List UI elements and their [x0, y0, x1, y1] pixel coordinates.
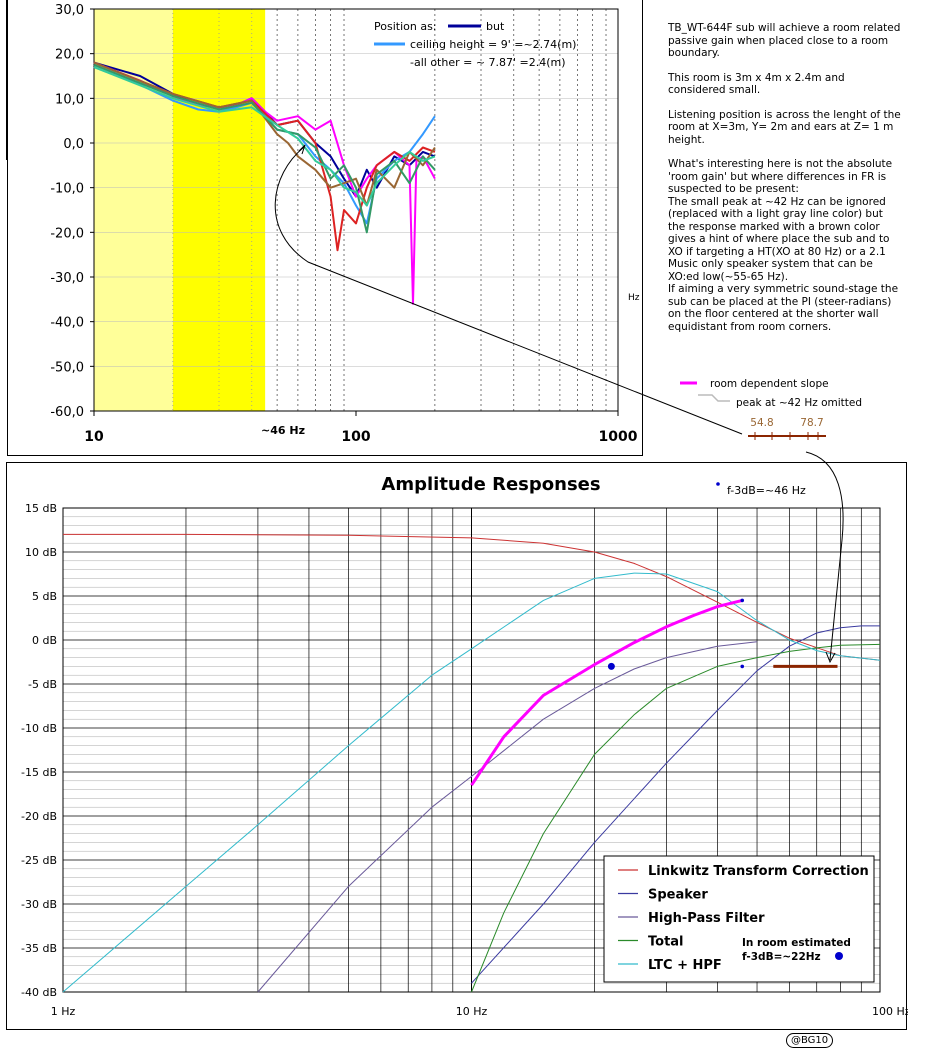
- y-tick-label: -40,0: [50, 316, 84, 331]
- legend-text: -all other = ~ 7.87' =2.4(m): [410, 56, 566, 69]
- x-tick-label: 10 Hz: [456, 1005, 488, 1018]
- legend-box: [603, 855, 875, 983]
- light-yellow-band: [94, 9, 173, 411]
- y-tick-label: 20,0: [55, 48, 84, 63]
- y-tick-label: -35 dB: [21, 942, 57, 955]
- chart-title: Amplitude Responses: [381, 474, 600, 495]
- amplitude-panel: 15 dB 10 dB 5 dB 0 dB -5 dB -10 dB -15 dB -20 d…: [6, 462, 911, 1030]
- range-high-label: 78.7: [800, 417, 823, 429]
- peak-key-label: peak at ~42 Hz omitted: [736, 397, 862, 409]
- note-text: What's interesting here is not the absol…: [668, 158, 899, 333]
- legend-text: but: [486, 20, 505, 33]
- note-text: Listening position is across the lenght …: [668, 108, 901, 146]
- note-text: This room is 3m x 4m x 2.4m and consider…: [668, 71, 845, 97]
- unit-label: Hz: [628, 293, 640, 303]
- y-tick-label: -40 dB: [21, 986, 57, 999]
- room-response-panel: 30,0 20,0 10,0 0,0 -10,0 -20,0 -30,0 -40,0 -50,0…: [7, 0, 643, 456]
- slope-key-label: room dependent slope: [710, 378, 829, 390]
- series-line: [62, 572, 881, 993]
- x-tick-label: 100: [341, 429, 370, 445]
- y-tick-label: -50,0: [50, 360, 84, 375]
- y-tick-label: 0 dB: [32, 634, 57, 647]
- room-note-text: f-3dB=~22Hz: [742, 951, 821, 963]
- f3db-label: f-3dB=~46 Hz: [727, 484, 806, 497]
- legend-text: ceiling height = 9' =~2.74(m): [410, 38, 576, 51]
- y-tick-label: 0,0: [63, 137, 84, 152]
- y-tick-label: -60,0: [50, 405, 84, 420]
- x-tick-label: 10: [84, 429, 104, 445]
- y-tick-label: -30,0: [50, 271, 84, 286]
- f3db-point: [740, 664, 745, 669]
- y-tick-label: -30 dB: [21, 898, 57, 911]
- legend-label: Total: [648, 935, 684, 950]
- room-note-text: In room estimated: [742, 937, 851, 949]
- peak-key-swatch: [698, 394, 730, 402]
- amplitude-chart: 15 dB 10 dB 5 dB 0 dB -5 dB -10 dB -15 dB -20 d…: [21, 474, 911, 1018]
- annotation-line: [470, 598, 743, 787]
- room-note-marker: [835, 952, 843, 960]
- marker-46-label: ~46 Hz: [261, 424, 305, 437]
- f3db-point: [740, 598, 745, 603]
- series-line: [63, 533, 881, 661]
- room-response-chart: 30,0 20,0 10,0 0,0 -10,0 -20,0 -30,0 -40,0 -50,0…: [50, 3, 640, 445]
- x-tick-label: 1 Hz: [51, 1005, 76, 1018]
- window-edge: [0, 0, 7, 160]
- y-tick-label: 10 dB: [25, 546, 57, 559]
- y-tick-label: -5 dB: [28, 678, 57, 691]
- f3db-marker: [716, 482, 720, 486]
- legend-text: Position as:: [374, 20, 437, 33]
- y-tick-label: 5 dB: [32, 590, 57, 603]
- legend-label: High-Pass Filter: [648, 911, 765, 926]
- signature-badge: @BG10: [786, 1033, 834, 1048]
- series-line: [257, 641, 758, 993]
- y-tick-label: -25 dB: [21, 854, 57, 867]
- y-tick-label: -10,0: [50, 182, 84, 197]
- y-tick-label: -10 dB: [21, 722, 57, 735]
- y-tick-label: -20,0: [50, 226, 84, 241]
- legend-label: Linkwitz Transform Correction: [648, 864, 869, 879]
- legend-label: LTC + HPF: [648, 958, 722, 973]
- series-line: [471, 625, 880, 984]
- y-tick-label: 30,0: [55, 3, 84, 18]
- y-tick-label: -20 dB: [21, 810, 57, 823]
- f3db-point: [607, 662, 615, 670]
- x-tick-label: 1000: [599, 429, 638, 445]
- note-text: TB_WT-644F sub will achieve a room relat…: [668, 22, 901, 59]
- y-tick-label: 15 dB: [25, 502, 57, 515]
- y-tick-label: 10,0: [55, 92, 84, 107]
- range-low-label: 54.8: [750, 417, 773, 429]
- x-tick-label: 100 Hz: [872, 1005, 908, 1018]
- legend-label: Speaker: [648, 888, 708, 903]
- y-tick-label: -15 dB: [21, 766, 57, 779]
- notes-panel: TB_WT-644F sub will achieve a room relat…: [668, 22, 903, 333]
